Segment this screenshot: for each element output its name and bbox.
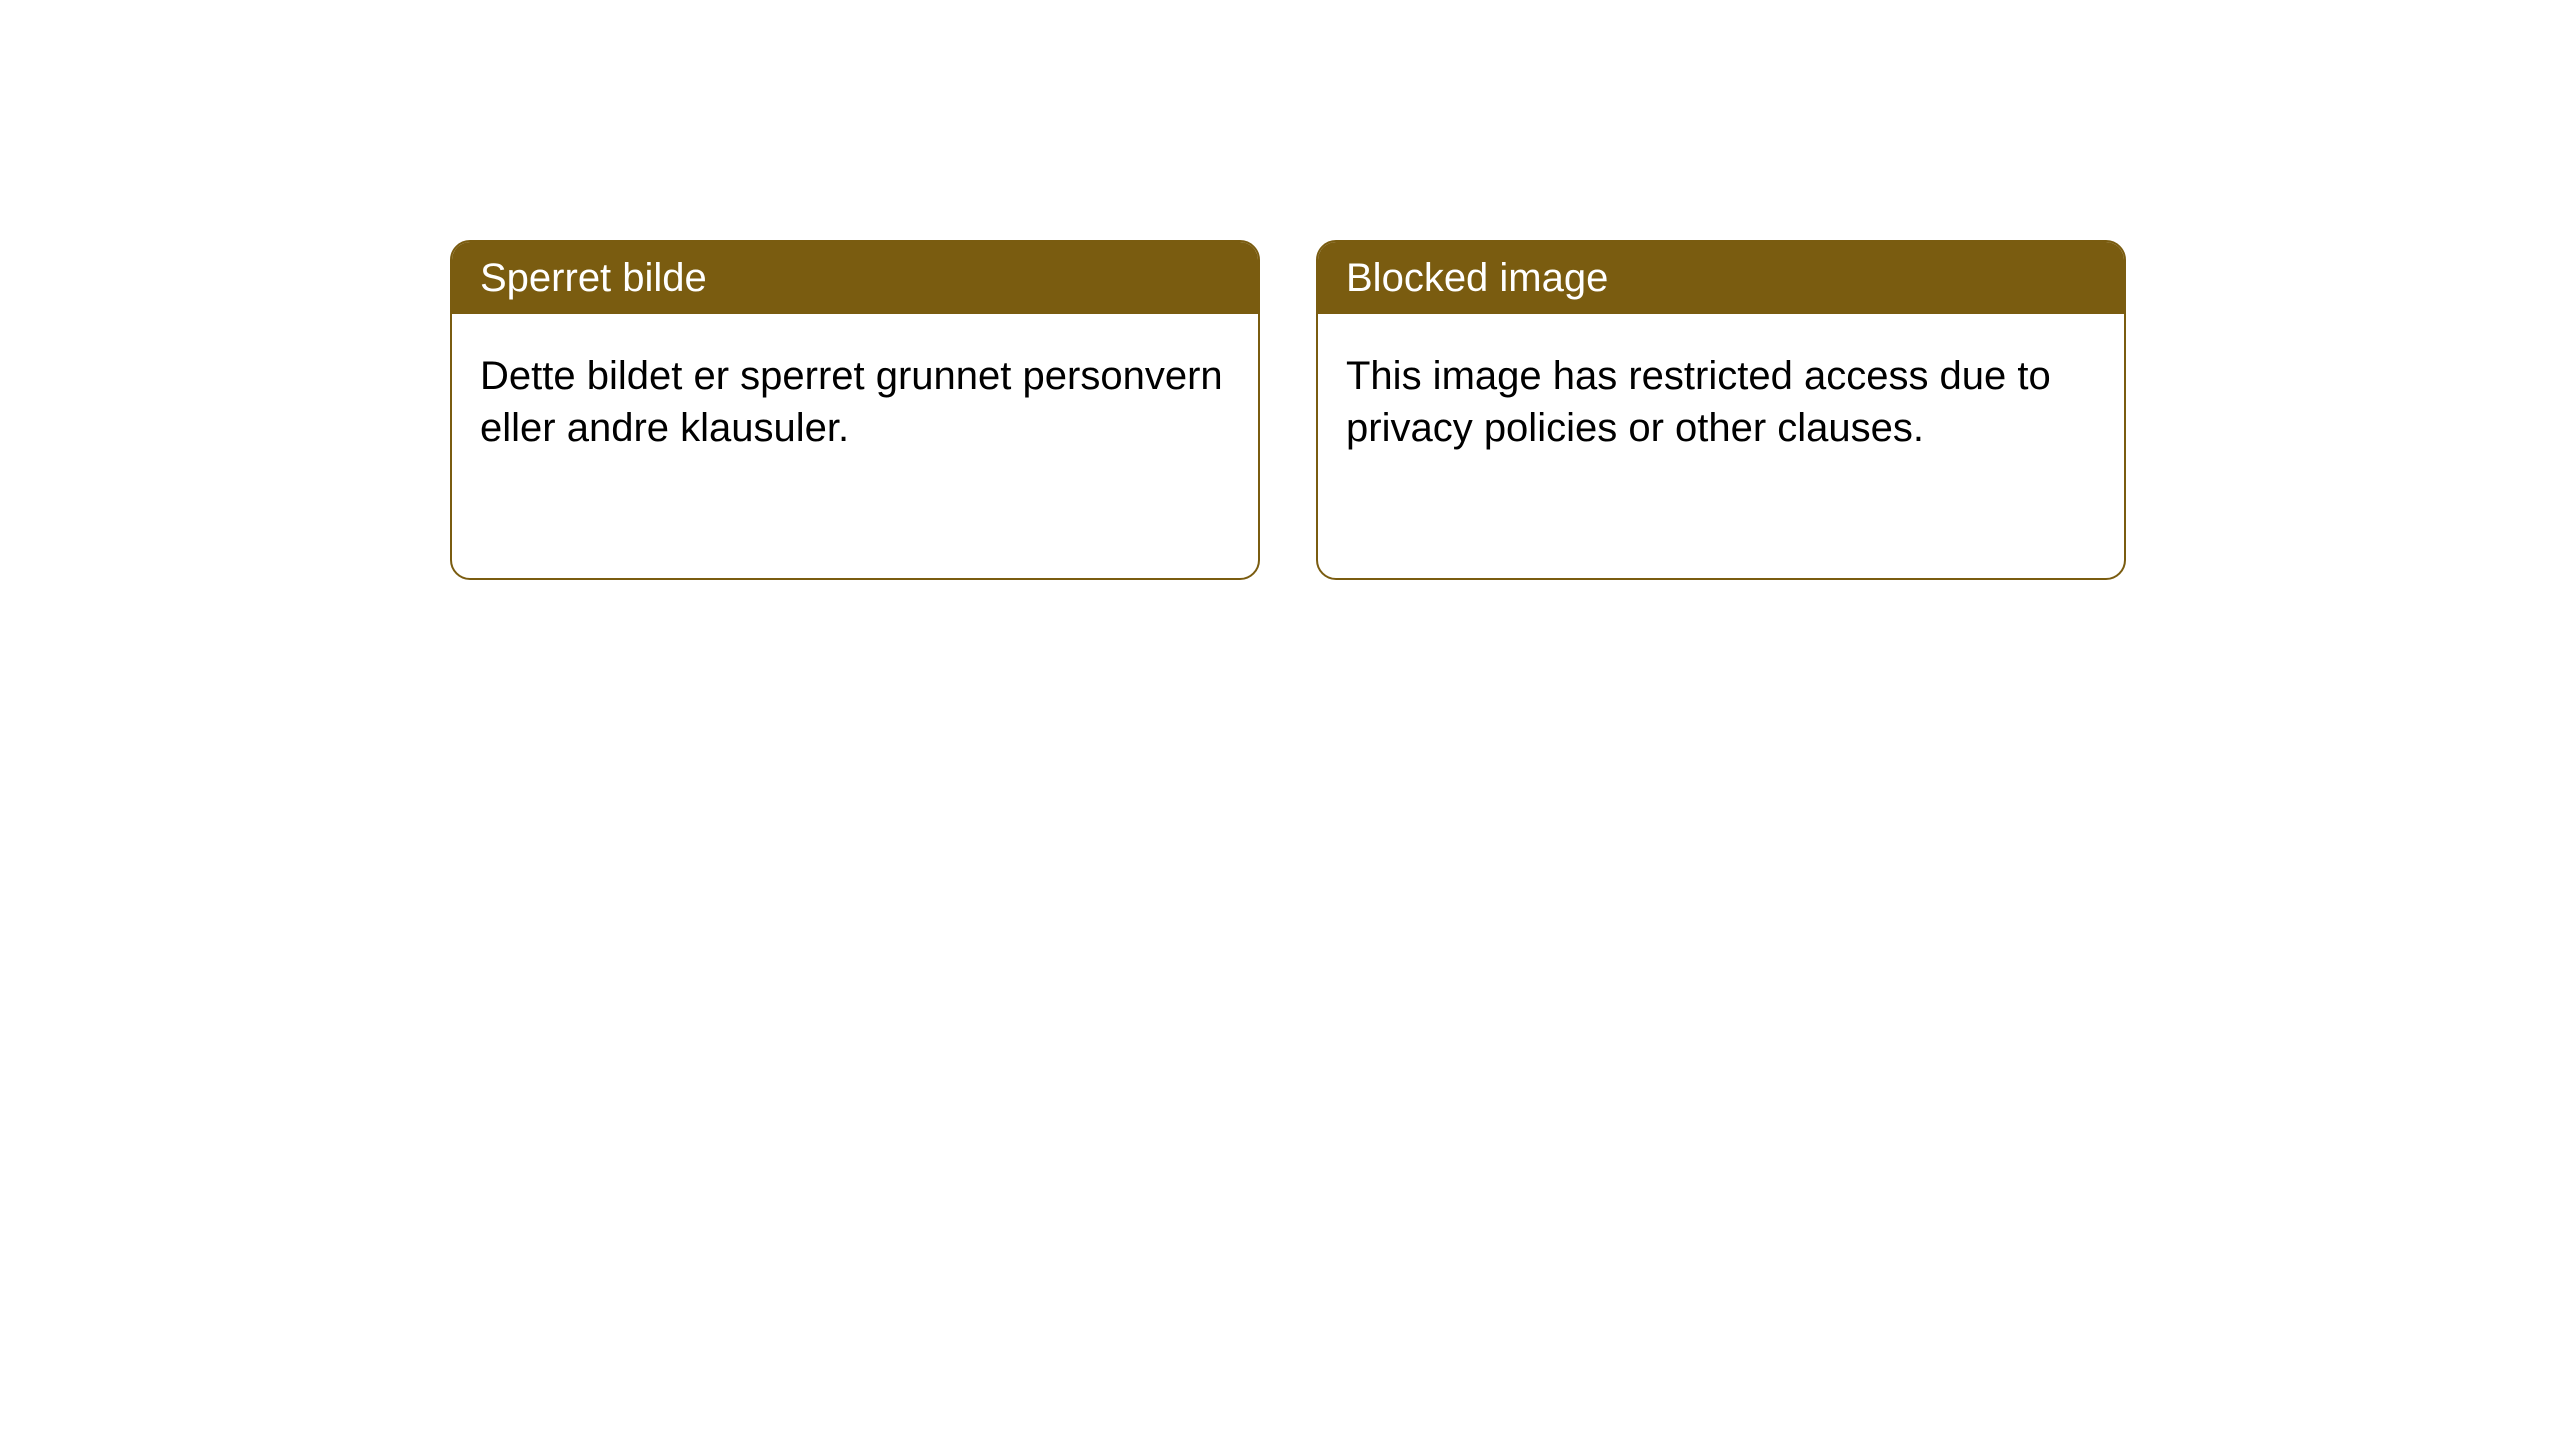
notice-card-english: Blocked image This image has restricted … <box>1316 240 2126 580</box>
card-header: Sperret bilde <box>452 242 1258 314</box>
notice-cards-container: Sperret bilde Dette bildet er sperret gr… <box>450 240 2126 580</box>
card-title: Blocked image <box>1346 256 1608 300</box>
card-header: Blocked image <box>1318 242 2124 314</box>
card-title: Sperret bilde <box>480 256 707 300</box>
card-message: Dette bildet er sperret grunnet personve… <box>480 354 1223 450</box>
notice-card-norwegian: Sperret bilde Dette bildet er sperret gr… <box>450 240 1260 580</box>
card-body: Dette bildet er sperret grunnet personve… <box>452 314 1258 578</box>
card-message: This image has restricted access due to … <box>1346 354 2051 450</box>
card-body: This image has restricted access due to … <box>1318 314 2124 578</box>
